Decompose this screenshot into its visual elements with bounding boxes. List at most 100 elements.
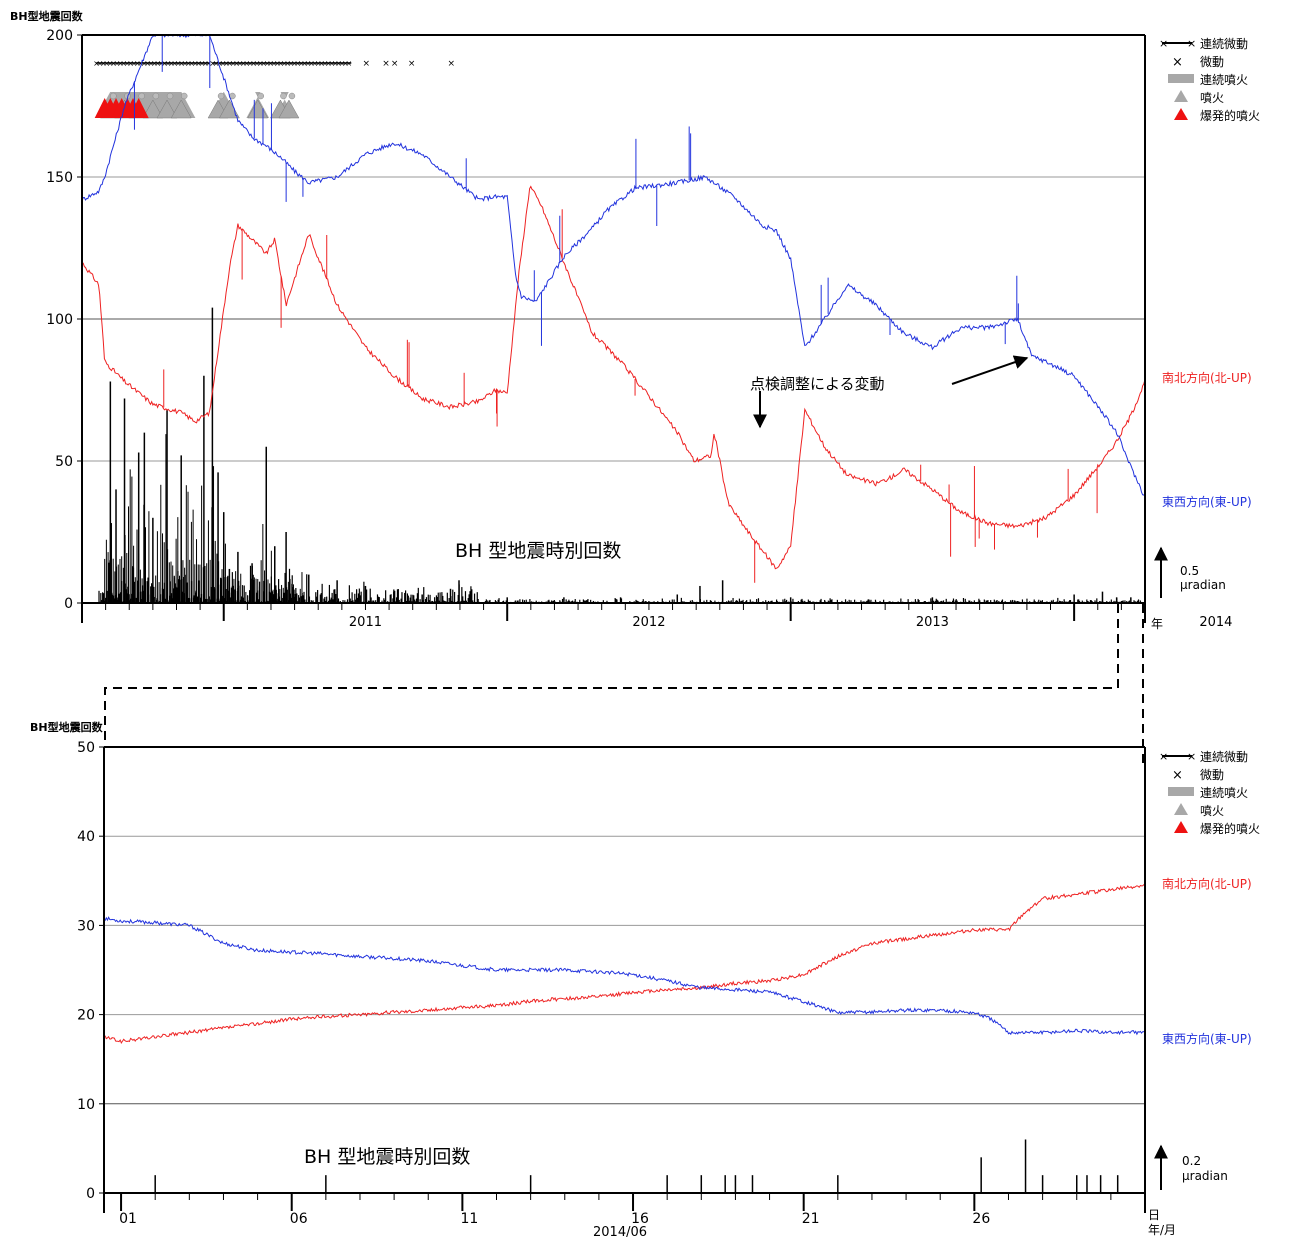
bottom-scale-value: 0.2: [1182, 1154, 1201, 1168]
series-label: 南北方向(北-UP): [1162, 370, 1252, 385]
bottom-hourly-bars: [154, 1139, 1119, 1193]
y-tick-label: 30: [77, 918, 95, 934]
tremor-x-icon: ×: [216, 59, 223, 68]
y-tick-label: 50: [55, 454, 73, 470]
tremor-x-icon: ×: [171, 59, 178, 68]
bottom-count-label: BH 型地震時別回数: [304, 1146, 470, 1168]
tremor-x-icon: ×: [117, 59, 124, 68]
tremor-x-icon: ×: [154, 59, 161, 68]
tremor-x-icon: ×: [202, 59, 209, 68]
tremor-x-icon: ×: [168, 59, 175, 68]
eruption-plume-icon: [288, 92, 296, 100]
tremor-x-icon: ×: [408, 59, 416, 69]
tremor-x-icon: ×: [107, 59, 114, 68]
tremor-x-icon: ×: [277, 59, 284, 68]
y-tick-label: 200: [46, 28, 73, 44]
tremor-x-icon: ×: [284, 59, 291, 68]
tremor-x-icon: ×: [237, 59, 244, 68]
tremor-x-icon: ×: [165, 59, 172, 68]
tremor-x-icon: ×: [325, 59, 332, 68]
series-line-1: [81, 34, 1146, 497]
tremor-x-icon: ×: [254, 59, 261, 68]
tremor-x-icon: ×: [257, 59, 264, 68]
eruption-icon: [156, 99, 178, 119]
eruption-plume-icon: [180, 92, 188, 100]
eruption-plume-icon: [152, 92, 160, 100]
tremor-x-icon: ×: [103, 59, 110, 68]
top-chart: BH型地震回数 ××××××××××××××××××××××××××××××××…: [10, 9, 1260, 631]
legend-label: 微動: [1200, 55, 1224, 69]
tremor-x-icon: ×: [175, 59, 182, 68]
tremor-x-icon: ×: [192, 59, 199, 68]
tremor-x-icon: ×: [127, 59, 134, 68]
top-count-label: BH 型地震時別回数: [455, 540, 621, 562]
bottom-x-unit-day: 日: [1148, 1208, 1160, 1222]
legend-label: 噴火: [1200, 91, 1224, 105]
tremor-x-icon: ×: [148, 59, 155, 68]
series-label: 東西方向(東-UP): [1162, 494, 1252, 509]
tremor-x-icon: ×: [240, 59, 247, 68]
tremor-x-icon: ×: [315, 59, 322, 68]
tremor-x-icon: ×: [339, 59, 346, 68]
tremor-x-icon: ×: [182, 59, 189, 68]
top-grid: [82, 176, 1145, 462]
tremor-x-icon: ×: [335, 59, 342, 68]
tremor-x-icon: ×: [322, 59, 329, 68]
y-tick-label: 0: [86, 1186, 95, 1202]
legend-explosive-icon: [1174, 108, 1188, 120]
tremor-x-icon: ×: [267, 59, 274, 68]
top-event-markers: ××××××××××××××××××××××××××××××××××××××××…: [93, 59, 456, 119]
x-tick-label: 06: [290, 1211, 308, 1227]
tremor-x-icon: ×: [311, 59, 318, 68]
tremor-x-icon: ×: [199, 59, 206, 68]
x-tick-label: 2013: [916, 615, 949, 630]
legend-label: 噴火: [1200, 804, 1224, 818]
tremor-x-icon: ×: [243, 59, 250, 68]
tremor-x-icon: ×: [264, 59, 271, 68]
tremor-x-icon: ×: [188, 59, 195, 68]
x-tick-label: 26: [972, 1211, 990, 1227]
legend-x-icon: ×: [1159, 750, 1168, 763]
tremor-x-icon: ×: [391, 59, 399, 69]
tremor-x-icon: ×: [185, 59, 192, 68]
tremor-x-icon: ×: [110, 59, 117, 68]
explosive-eruption-icon: [128, 98, 149, 118]
tremor-x-icon: ×: [308, 59, 315, 68]
tremor-x-icon: ×: [328, 59, 335, 68]
tremor-x-icon: ×: [448, 59, 456, 69]
bottom-chart: BH型地震回数 0 10 20 30 40 50 01 06 11 16 21 26 × × 連続微動 × 微…: [30, 720, 1260, 1240]
legend-label: 爆発的噴火: [1200, 108, 1260, 123]
eruption-plume-icon: [257, 92, 264, 100]
x-tick-label: 2012: [632, 615, 665, 630]
x-tick-label: 16: [631, 1211, 649, 1227]
legend-label: 連続噴火: [1200, 73, 1248, 87]
legend-explosive-icon: [1174, 821, 1188, 833]
legend-swatch-continuous-eruption: [1168, 787, 1194, 796]
tremor-x-icon: ×: [271, 59, 278, 68]
y-tick-label: 150: [46, 170, 73, 186]
tremor-x-icon: ×: [291, 59, 298, 68]
y-tick-label: 0: [64, 596, 73, 612]
x-tick-label: 2011: [349, 615, 382, 630]
top-axes: [77, 34, 1146, 623]
tremor-x-icon: ×: [223, 59, 230, 68]
y-tick-label: 10: [77, 1097, 95, 1113]
legend-x-icon: ×: [1172, 768, 1183, 783]
bottom-grid: [104, 835, 1145, 1105]
tremor-x-icon: ×: [345, 59, 352, 68]
y-tick-label: 40: [77, 829, 95, 845]
eruption-plume-icon: [166, 92, 174, 100]
bottom-ylabel: BH型地震回数: [30, 720, 104, 734]
eruption-plume-icon: [138, 92, 145, 100]
tremor-x-icon: ×: [247, 59, 254, 68]
series-line-0: [81, 185, 1146, 570]
eruption-icon: [142, 99, 164, 119]
tremor-x-icon: ×: [382, 59, 390, 69]
tremor-x-icon: ×: [362, 59, 370, 69]
legend-x-icon: ×: [1159, 37, 1168, 50]
adjustment-arrow-right: [951, 355, 1029, 385]
tremor-x-icon: ×: [131, 59, 138, 68]
bottom-axes: [99, 746, 1146, 1213]
series-line-1: [103, 916, 1146, 1036]
